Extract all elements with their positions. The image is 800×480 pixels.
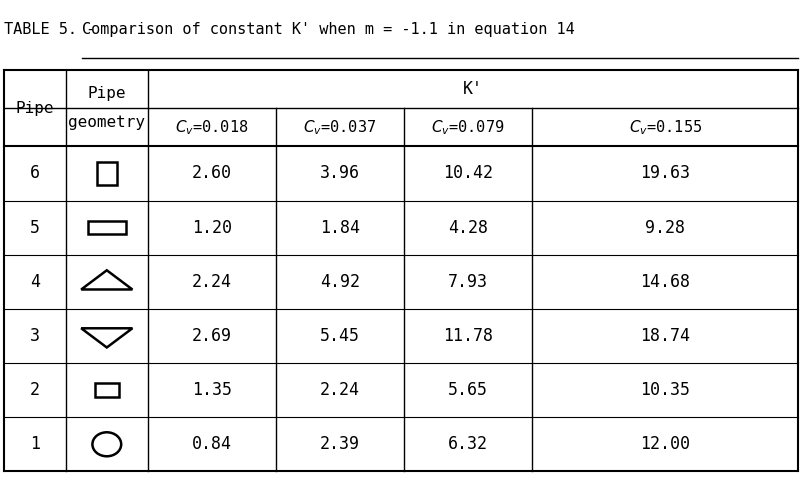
Text: 4.92: 4.92: [320, 273, 360, 291]
Text: 6: 6: [30, 165, 40, 182]
Text: 5.65: 5.65: [448, 381, 488, 399]
Text: TABLE 5. -: TABLE 5. -: [4, 22, 104, 36]
Text: 4.28: 4.28: [448, 219, 488, 237]
Text: $C_v$=0.018: $C_v$=0.018: [175, 118, 249, 136]
Text: Pipe: Pipe: [87, 86, 126, 101]
Text: 2.39: 2.39: [320, 435, 360, 453]
Text: 1.20: 1.20: [192, 219, 232, 237]
Text: 2.69: 2.69: [192, 327, 232, 345]
Text: 1.84: 1.84: [320, 219, 360, 237]
Text: 19.63: 19.63: [640, 165, 690, 182]
Text: 3: 3: [30, 327, 40, 345]
Text: 2.24: 2.24: [320, 381, 360, 399]
Text: 18.74: 18.74: [640, 327, 690, 345]
Text: Pipe: Pipe: [15, 100, 54, 116]
Text: 0.84: 0.84: [192, 435, 232, 453]
Text: 7.93: 7.93: [448, 273, 488, 291]
Text: 4: 4: [30, 273, 40, 291]
Text: 12.00: 12.00: [640, 435, 690, 453]
Text: 11.78: 11.78: [443, 327, 493, 345]
Text: 5.45: 5.45: [320, 327, 360, 345]
Text: 9.28: 9.28: [646, 219, 685, 237]
Text: K': K': [463, 80, 483, 98]
Text: $C_v$=0.037: $C_v$=0.037: [303, 118, 377, 136]
Text: $C_v$=0.155: $C_v$=0.155: [629, 118, 702, 136]
Text: 2.24: 2.24: [192, 273, 232, 291]
Text: 10.35: 10.35: [640, 381, 690, 399]
Text: 1: 1: [30, 435, 40, 453]
Text: 2: 2: [30, 381, 40, 399]
Text: 6.32: 6.32: [448, 435, 488, 453]
Text: $C_v$=0.079: $C_v$=0.079: [431, 118, 505, 136]
Text: 2.60: 2.60: [192, 165, 232, 182]
Text: 3.96: 3.96: [320, 165, 360, 182]
Text: geometry: geometry: [68, 115, 146, 130]
Text: Comparison of constant K' when m = -1.1 in equation 14: Comparison of constant K' when m = -1.1 …: [82, 22, 575, 36]
Text: 5: 5: [30, 219, 40, 237]
Text: 1.35: 1.35: [192, 381, 232, 399]
Text: 10.42: 10.42: [443, 165, 493, 182]
Text: 14.68: 14.68: [640, 273, 690, 291]
